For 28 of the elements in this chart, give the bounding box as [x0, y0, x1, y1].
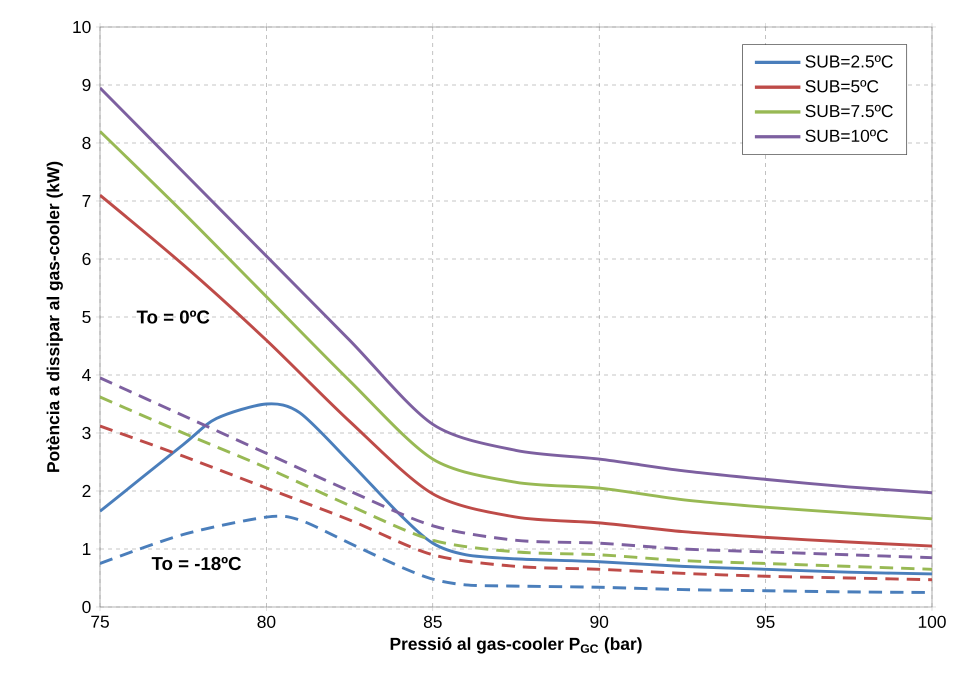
annotation: To = -18ºC: [152, 556, 241, 570]
y-tick-label: 3: [82, 426, 91, 440]
legend-label: SUB=2.5ºC: [806, 55, 893, 68]
y-tick-label: 10: [73, 20, 91, 34]
x-tick-label: 75: [91, 616, 109, 628]
y-tick-label: 1: [82, 543, 90, 555]
y-tick-label: 9: [82, 78, 90, 92]
line-series: [100, 424, 932, 582]
y-axis-title: Potència a dissipar al gas-cooler (kW): [46, 162, 63, 472]
line-series: [100, 130, 932, 520]
annotation: To = 0ºC: [136, 310, 210, 324]
line-series: [100, 194, 932, 548]
legend-label: SUB=7.5ºC: [806, 104, 893, 118]
y-tick-label: 6: [82, 252, 91, 266]
y-tick-label: 7: [82, 195, 90, 207]
x-axis-title: Pressió al gas-cooler P$_{GC}$ (bar): [390, 637, 642, 654]
y-tick-label: 4: [82, 369, 91, 381]
y-tick-label: 5: [82, 310, 91, 324]
legend-label: SUB=10ºC: [806, 130, 888, 142]
y-tick-label: 8: [82, 136, 91, 150]
x-tick-label: 100: [918, 616, 946, 628]
legend-label: SUB=5ºC: [806, 80, 878, 92]
x-tick-label: 85: [424, 616, 442, 628]
x-tick-label: 95: [756, 616, 775, 628]
x-tick-label: 80: [258, 616, 276, 628]
y-tick-label: 0: [82, 600, 91, 614]
y-tick-label: 2: [82, 484, 90, 498]
x-tick-label: 90: [590, 616, 608, 628]
